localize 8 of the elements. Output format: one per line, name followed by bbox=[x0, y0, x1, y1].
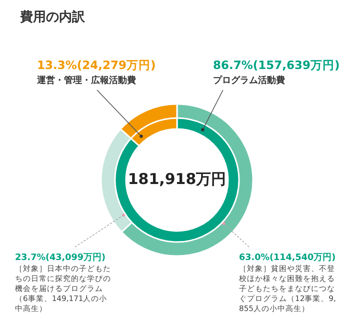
chart-title: 費用の内訳 bbox=[20, 9, 85, 26]
data-label: 23.7%(43,099万円) bbox=[15, 252, 107, 264]
slice-label: プログラム活動費 bbox=[213, 74, 286, 87]
data-label: 63.0%(114,540万円) bbox=[239, 252, 337, 264]
data-label: 86.7%(157,639万円) bbox=[213, 58, 340, 73]
text: 181,918万円 bbox=[126, 170, 228, 189]
data-label: 13.3%(24,279万円) bbox=[37, 58, 156, 73]
slice-label: 運営・管理・広報活動費 bbox=[37, 74, 137, 87]
